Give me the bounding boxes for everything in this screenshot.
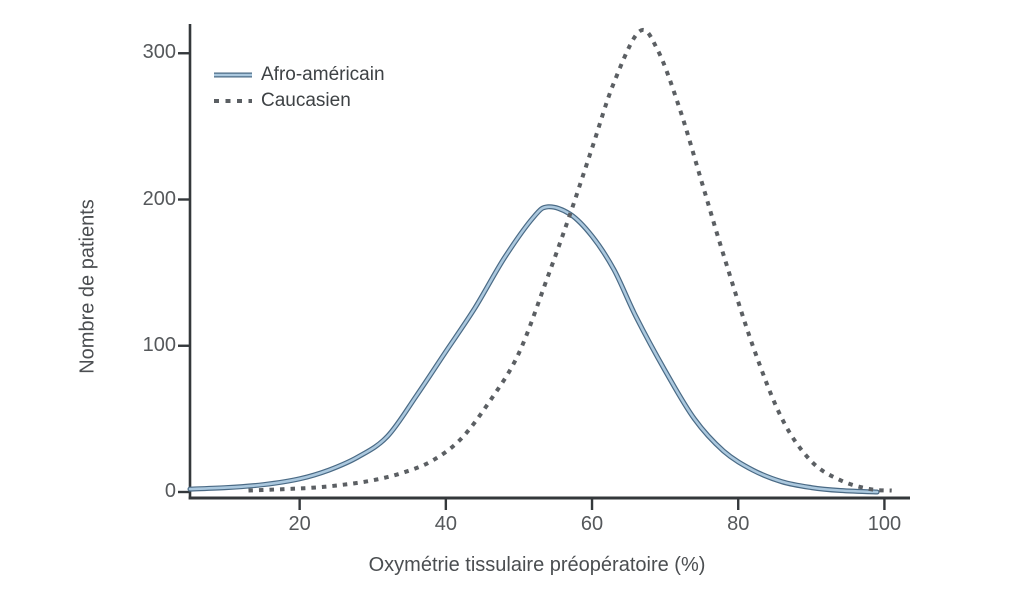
x-tick-label: 60 [580,513,604,535]
x-tick-label: 40 [434,513,457,535]
y-tick-label: 100 [142,333,176,356]
x-tick-label: 20 [288,513,311,535]
y-tick-label: 200 [142,187,176,210]
legend-solid-line-icon [214,72,252,78]
y-tick-label: 0 [164,480,176,502]
series-1-curve [248,28,892,493]
legend-item: Caucasien [213,88,385,114]
legend-label: Afro-américain [261,64,385,85]
series-0-curve [188,205,879,494]
legend-dashed-line-icon [214,99,252,103]
x-tick-label: 80 [727,513,750,535]
y-tick-label: 300 [142,41,176,64]
legend: Afro-américain Caucasien [213,62,385,114]
y-axis-title: Nombre de patients [76,199,99,374]
x-tick-label: 100 [867,513,902,535]
x-axis-title: Oxymétrie tissulaire préopératoire (%) [368,554,706,576]
legend-label: Caucasien [261,90,351,111]
series-0-curve-outline [187,204,880,495]
legend-item: Afro-américain [213,62,385,88]
